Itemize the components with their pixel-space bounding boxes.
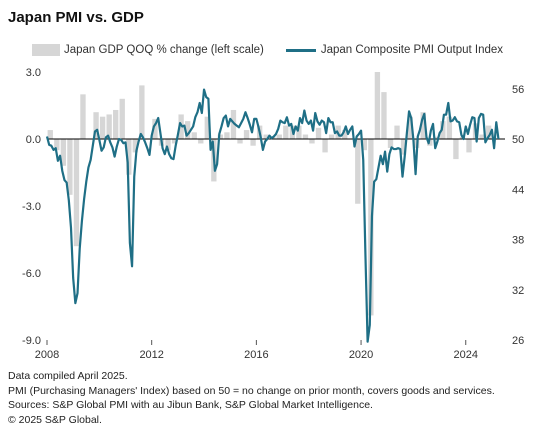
chart-plot: 3.0 0.0 -3.0 -6.0 -9.0 56 50 44 38 32 26 2008 2012…: [22, 67, 524, 361]
gdp-bar-2012Q3: [165, 139, 171, 151]
right-tick-label: 38: [512, 235, 524, 247]
gdp-bar-2020Q3: [374, 72, 381, 139]
x-tick-label: 2016: [244, 349, 268, 361]
gdp-bar-2019Q4: [355, 139, 361, 204]
gdp-bar-2021Q2: [394, 125, 400, 139]
gdp-bar-2014Q1: [204, 116, 210, 139]
gdp-bar-2010Q3: [113, 109, 119, 139]
gdp-bar-2013Q3: [191, 132, 197, 139]
gdp-bar-2013Q4: [198, 139, 204, 144]
x-axis: 2008 2012 2016 2020 2024: [35, 340, 478, 361]
gdp-bar-2024Q1: [466, 139, 472, 153]
gdp-bar-2015Q3: [243, 130, 250, 139]
footnotes: Data compiled April 2025. PMI (Purchasin…: [8, 369, 495, 427]
left-tick-label: 3.0: [26, 67, 41, 79]
gdp-bar-2012Q1: [152, 118, 158, 139]
pmi-line-series: [45, 88, 500, 343]
gdp-bar-2014Q3: [217, 134, 224, 139]
right-tick-label: 44: [512, 184, 524, 196]
right-tick-label: 50: [512, 134, 524, 146]
gdp-bar-2013Q2: [185, 121, 191, 139]
x-tick-label: 2020: [349, 349, 373, 361]
gdp-bar-2008Q3: [60, 139, 67, 166]
note-sources: Sources: S&P Global PMI with au Jibun Ba…: [8, 399, 373, 411]
gdp-bar-2015Q4: [250, 139, 256, 146]
gdp-bar-2010Q2: [106, 114, 112, 139]
gdp-bar-2015Q2: [237, 139, 243, 144]
gdp-bar-2023Q2: [446, 116, 453, 139]
gdp-bar-2017Q4: [302, 134, 309, 139]
left-tick-label: -6.0: [22, 268, 41, 280]
right-tick-label: 26: [512, 335, 524, 347]
gdp-bar-2009Q2: [80, 94, 86, 139]
right-axis: 56 50 44 38 32 26: [512, 84, 524, 347]
gdp-bar-2023Q1: [440, 121, 446, 139]
gdp-bar-2024Q3: [479, 134, 485, 139]
gdp-bar-2016Q4: [276, 134, 282, 139]
gdp-bar-2024Q4: [485, 125, 492, 139]
right-tick-label: 56: [512, 84, 524, 96]
gdp-bar-2017Q1: [283, 125, 289, 139]
gdp-bar-2021Q1: [387, 139, 394, 148]
chart-legend: Japan GDP QOQ % change (left scale) Japa…: [32, 42, 503, 58]
gdp-bar-2008Q2: [54, 139, 60, 151]
note-pmi-definition: PMI (Purchasing Managers' Index) based o…: [8, 384, 495, 397]
gdp-bar-2010Q4: [119, 98, 125, 139]
gdp-bar-2018Q3: [322, 139, 328, 153]
gdp-bar-2022Q2: [420, 112, 426, 139]
legend-pmi-label: Japan Composite PMI Output Index: [320, 44, 504, 56]
gdp-bar-2016Q2: [263, 134, 269, 139]
gdp-bar-2018Q2: [315, 127, 322, 139]
note-data-compiled: Data compiled April 2025.: [8, 370, 128, 382]
legend-gdp-label: Japan GDP QOQ % change (left scale): [64, 44, 264, 56]
gdp-bar-2020Q1: [361, 139, 367, 151]
gdp-bar-2021Q4: [407, 116, 413, 139]
gdp-bar-2010Q1: [99, 116, 106, 139]
gdp-bar-2008Q1: [47, 130, 53, 139]
left-tick-label: -9.0: [22, 335, 41, 347]
gdp-bar-2009Q4: [93, 112, 99, 139]
gdp-bar-2020Q4: [381, 92, 387, 139]
gdp-bar-2023Q3: [453, 139, 459, 160]
x-tick-label: 2024: [454, 349, 478, 361]
legend-pmi-swatch: [285, 48, 316, 52]
left-axis: 3.0 0.0 -3.0 -6.0 -9.0: [22, 67, 41, 347]
gdp-bar-2011Q2: [132, 139, 138, 153]
left-tick-label: -3.0: [22, 201, 41, 213]
gdp-bar-2015Q1: [230, 109, 237, 139]
gdp-bar-2011Q1: [126, 139, 132, 175]
gdp-bar-2022Q4: [433, 136, 439, 139]
gdp-bar-2011Q3: [139, 85, 145, 139]
legend-gdp-swatch: [32, 44, 60, 56]
right-tick-label: 32: [512, 285, 524, 297]
x-tick-label: 2012: [139, 349, 163, 361]
gdp-bar-2009Q1: [73, 139, 80, 247]
gdp-bar-2019Q2: [342, 130, 348, 139]
note-copyright: © 2025 S&P Global.: [8, 413, 102, 426]
gdp-bar-2021Q3: [400, 139, 407, 155]
left-tick-label: 0.0: [26, 134, 41, 146]
gdp-bar-2008Q4: [67, 139, 73, 195]
gdp-bar-2018Q1: [309, 139, 315, 144]
chart-title: Japan PMI vs. GDP: [8, 9, 144, 26]
x-tick-label: 2008: [35, 349, 59, 361]
gdp-bar-2012Q4: [171, 139, 178, 144]
gdp-bar-2018Q4: [328, 134, 335, 139]
gdp-bar-2014Q4: [224, 132, 230, 139]
gdp-bar-series: [47, 72, 492, 316]
gdp-bar-2017Q3: [296, 125, 302, 139]
